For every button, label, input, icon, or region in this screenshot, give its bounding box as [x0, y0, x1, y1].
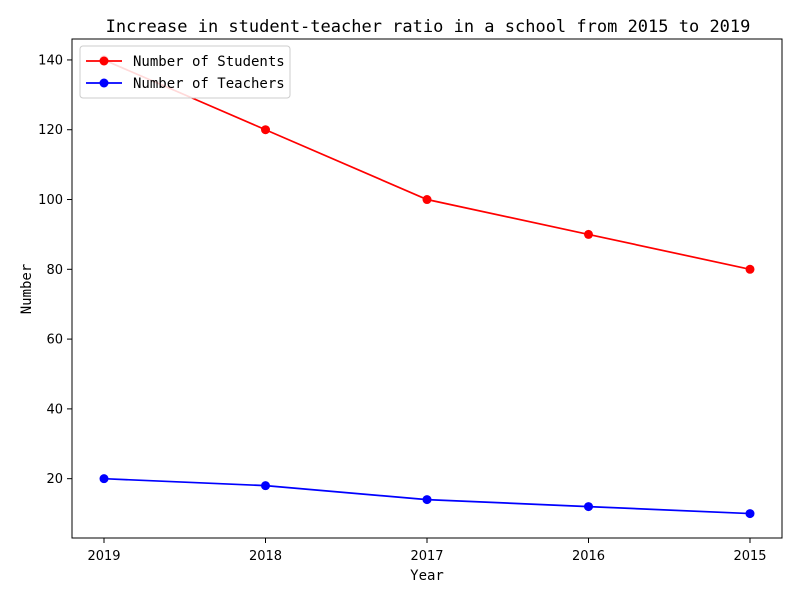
y-axis-label: Number — [19, 264, 35, 315]
y-tick-label: 80 — [46, 263, 63, 278]
plot-frame — [71, 38, 783, 539]
y-tick-label: 140 — [38, 53, 63, 68]
legend-label-2: Number of Teachers — [133, 76, 285, 92]
legend-label-1: Number of Students — [133, 54, 285, 70]
x-tick-label: 2019 — [87, 549, 120, 564]
series-1-point — [422, 195, 432, 205]
x-axis-label: Year — [410, 568, 444, 584]
x-tick-label: 2017 — [410, 549, 443, 564]
legend-marker-2 — [99, 78, 109, 88]
series-2-point — [584, 502, 593, 512]
legend-marker-1 — [99, 56, 109, 66]
y-tick-label: 120 — [38, 123, 63, 138]
chart-title: Increase in student-teacher ratio in a s… — [106, 17, 751, 37]
plot-area — [99, 55, 755, 519]
y-axis: 20 40 60 80 100 120 140 — [38, 53, 72, 487]
series-1-point — [745, 264, 755, 274]
series-2-point — [422, 495, 432, 505]
series-1-point — [261, 125, 270, 135]
legend-box — [79, 45, 291, 99]
y-tick-label: 100 — [38, 193, 63, 208]
legend: Number of Students Number of Teachers — [79, 45, 291, 99]
x-tick-label: 2016 — [572, 549, 605, 564]
y-tick-label: 60 — [46, 333, 63, 348]
x-axis: 2019 2018 2017 2016 2015 — [87, 538, 767, 564]
series-2-point — [745, 509, 755, 519]
x-tick-label: 2015 — [733, 549, 766, 564]
series-2-point — [99, 474, 109, 484]
series-1-point — [584, 229, 593, 239]
y-tick-label: 20 — [46, 472, 63, 487]
x-tick-label: 2018 — [249, 549, 282, 564]
y-tick-label: 40 — [46, 402, 63, 417]
series-2-point — [261, 481, 270, 491]
